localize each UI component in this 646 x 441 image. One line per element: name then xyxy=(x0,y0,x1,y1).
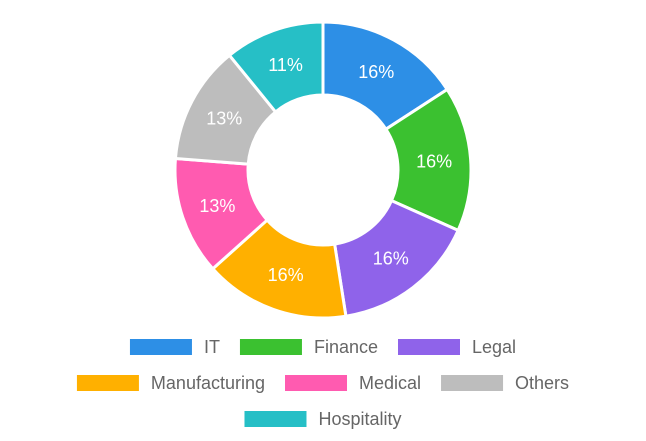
legend-label-hospitality: Hospitality xyxy=(318,409,401,429)
legend-label-manufacturing: Manufacturing xyxy=(151,373,265,393)
legend-swatch-legal xyxy=(398,339,460,355)
legend-label-legal: Legal xyxy=(472,337,516,357)
legend-item-it[interactable]: IT xyxy=(129,337,220,357)
slice-label-finance: 16% xyxy=(416,151,452,171)
slice-label-hospitality: 11% xyxy=(268,55,303,75)
slice-label-it: 16% xyxy=(358,62,394,82)
legend-item-finance[interactable]: Finance xyxy=(239,337,378,357)
legend-label-others: Others xyxy=(515,373,569,393)
legend-item-hospitality[interactable]: Hospitality xyxy=(244,409,402,429)
legend-item-manufacturing[interactable]: Manufacturing xyxy=(76,373,265,393)
slice-hospitality[interactable] xyxy=(227,20,325,114)
legend-label-medical: Medical xyxy=(359,373,421,393)
slice-label-legal: 16% xyxy=(373,249,409,269)
legend-item-others[interactable]: Others xyxy=(441,373,569,393)
legend-swatch-finance xyxy=(239,339,302,355)
legend-swatch-others xyxy=(441,375,504,391)
slices xyxy=(173,20,473,320)
legend-label-it: IT xyxy=(204,337,220,357)
slice-label-others: 13% xyxy=(206,108,242,128)
slice-labels: 16% 16% 16% 16% 13% 13% 11% xyxy=(199,55,452,285)
legend-item-medical[interactable]: Medical xyxy=(285,373,421,393)
legend-item-legal[interactable]: Legal xyxy=(398,337,516,357)
legend-label-finance: Finance xyxy=(314,337,378,357)
slice-label-manufacturing: 16% xyxy=(268,265,304,285)
legend: IT Finance Legal Manufacturing Medical Others… xyxy=(76,337,569,429)
legend-swatch-medical xyxy=(285,375,348,391)
legend-swatch-hospitality xyxy=(244,411,307,427)
legend-swatch-it xyxy=(129,339,192,355)
legend-swatch-manufacturing xyxy=(76,375,139,391)
slice-label-medical: 13% xyxy=(199,196,235,216)
